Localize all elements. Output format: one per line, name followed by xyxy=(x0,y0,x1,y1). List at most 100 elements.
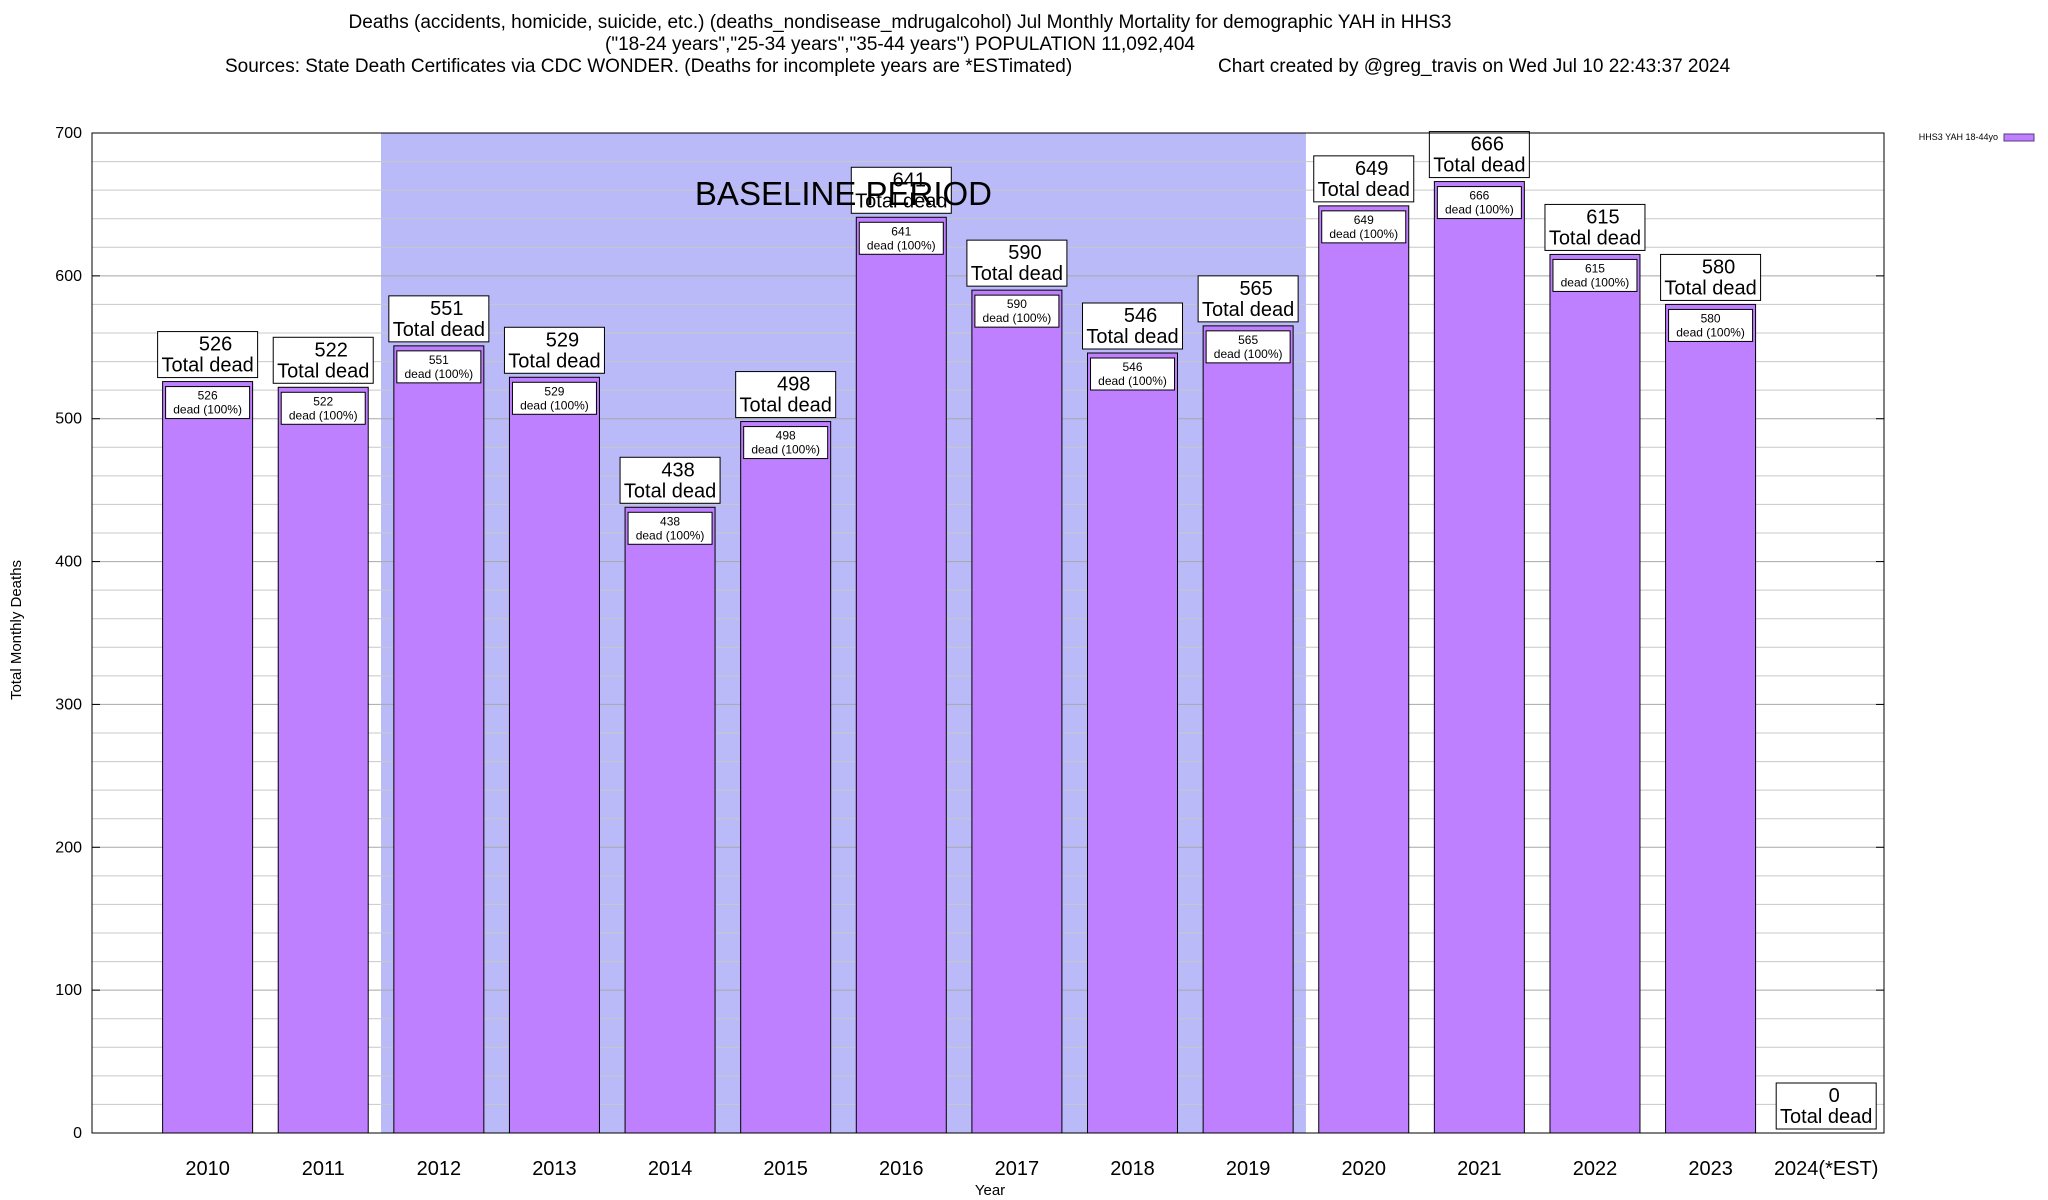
bar xyxy=(1087,352,1179,1134)
chart-title-block: Deaths (accidents, homicide, suicide, et… xyxy=(0,12,1800,166)
baseline-period-label: BASELINE PERIOD xyxy=(695,175,992,212)
inner-label-box xyxy=(1668,308,1754,342)
inner-label-box xyxy=(1321,210,1407,244)
top-label-value: 565 xyxy=(1239,278,1272,300)
top-label-box xyxy=(388,295,490,343)
top-label-box xyxy=(735,371,837,419)
inner-label-box xyxy=(627,511,713,545)
top-label-text: Total dead xyxy=(1549,227,1641,249)
x-tick-label: 2014 xyxy=(648,1158,693,1180)
inner-label-box xyxy=(974,294,1060,328)
x-tick-label: 2010 xyxy=(185,1158,230,1180)
x-tick-label: 2017 xyxy=(995,1158,1040,1180)
inner-label-box xyxy=(280,391,366,425)
x-tick-label: 2020 xyxy=(1341,1158,1386,1180)
top-label-text: Total dead xyxy=(1086,326,1178,348)
inner-label-box xyxy=(1090,357,1176,391)
inner-label-percent: dead (100%) xyxy=(751,443,820,457)
inner-label-box xyxy=(1552,258,1638,292)
inner-label-percent: dead (100%) xyxy=(404,367,473,381)
top-label-text: Total dead xyxy=(277,360,369,382)
top-label-text: Total dead xyxy=(1318,179,1410,201)
top-label-value: 526 xyxy=(199,334,232,356)
inner-label-percent: dead (100%) xyxy=(520,398,589,412)
top-label-box xyxy=(966,239,1068,287)
chart-subtitle: ("18-24 years","25-34 years","35-44 year… xyxy=(605,34,1195,55)
chart-sources-line: Sources: State Death Certificates via CD… xyxy=(0,56,1800,166)
top-label-value: 615 xyxy=(1586,206,1619,228)
top-label-box xyxy=(1313,155,1415,203)
top-label-value: 0 xyxy=(1829,1085,1840,1107)
chart-sources: Sources: State Death Certificates via CD… xyxy=(225,56,1073,77)
top-label-value: 580 xyxy=(1702,256,1735,278)
bar xyxy=(1665,303,1757,1134)
y-axis-label: Total Monthly Deaths xyxy=(8,560,25,700)
top-label-box xyxy=(503,326,605,374)
inner-label-value: 526 xyxy=(198,389,218,403)
top-label-box xyxy=(1428,131,1530,179)
top-label-value: 551 xyxy=(430,298,463,320)
inner-label-value: 580 xyxy=(1701,311,1721,325)
bar xyxy=(162,381,254,1134)
top-label-text: Total dead xyxy=(1664,277,1756,299)
chart-title: Deaths (accidents, homicide, suicide, et… xyxy=(348,12,1452,33)
inner-label-value: 546 xyxy=(1123,360,1143,374)
inner-label-percent: dead (100%) xyxy=(867,238,936,252)
y-tick-label: 200 xyxy=(55,839,82,856)
top-label-box xyxy=(619,456,721,504)
inner-label-percent: dead (100%) xyxy=(1676,325,1745,339)
x-tick-label: 2018 xyxy=(1110,1158,1155,1180)
top-label-box xyxy=(157,331,259,379)
top-label-box xyxy=(272,336,374,384)
inner-label-box xyxy=(1205,330,1291,364)
x-tick-label: 2019 xyxy=(1226,1158,1271,1180)
x-tick-label: 2023 xyxy=(1688,1158,1733,1180)
top-label-value: 498 xyxy=(777,374,810,396)
y-tick-label: 0 xyxy=(73,1125,82,1142)
inner-label-box xyxy=(511,381,597,415)
x-tick-label: 2022 xyxy=(1573,1158,1618,1180)
top-label-value: 590 xyxy=(1008,242,1041,264)
inner-label-value: 590 xyxy=(1007,297,1027,311)
inner-label-box xyxy=(165,386,251,420)
bar xyxy=(624,506,716,1134)
x-tick-label: 2024(*EST) xyxy=(1774,1158,1879,1180)
legend-label: HHS3 YAH 18-44yo xyxy=(1919,132,1998,142)
y-tick-label: 500 xyxy=(55,411,82,428)
bar xyxy=(1202,325,1294,1134)
inner-label-percent: dead (100%) xyxy=(1329,227,1398,241)
inner-label-box xyxy=(743,426,829,460)
top-label-value: 522 xyxy=(315,339,348,361)
top-label-box xyxy=(1544,203,1646,251)
x-axis-label: Year xyxy=(975,1182,1005,1199)
bar xyxy=(277,386,369,1134)
legend: HHS3 YAH 18-44yo xyxy=(1919,132,2035,142)
top-label-box xyxy=(1660,253,1762,301)
inner-label-box xyxy=(858,221,944,255)
inner-label-value: 666 xyxy=(1469,189,1489,203)
y-tick-label: 600 xyxy=(55,268,82,285)
top-label-text: Total dead xyxy=(161,355,253,377)
inner-label-percent: dead (100%) xyxy=(1561,275,1630,289)
top-label-text: Total dead xyxy=(1780,1106,1872,1128)
y-tick-label: 300 xyxy=(55,696,82,713)
inner-label-value: 498 xyxy=(776,429,796,443)
